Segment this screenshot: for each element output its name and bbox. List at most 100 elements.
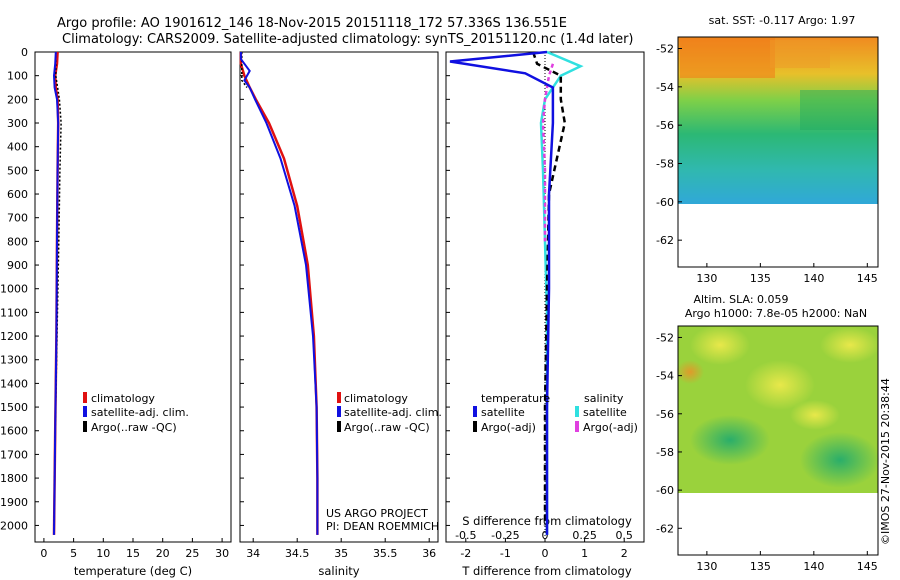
temperature-axis-label: temperature (deg C) xyxy=(74,564,192,578)
map-x-tick-label: 135 xyxy=(750,560,771,573)
series-line-temperature-1 xyxy=(52,51,60,535)
legend-swatch-satellite xyxy=(337,406,341,417)
map-y-tick-label: -56 xyxy=(656,408,674,421)
sla-blob xyxy=(820,327,880,363)
sla-blob xyxy=(690,415,770,465)
map-y-tick-label: -60 xyxy=(656,196,674,209)
map-x-tick-label: 135 xyxy=(750,272,771,285)
sla-title-2: Argo h1000: 7.8e-05 h2000: NaN xyxy=(685,307,867,320)
legend-swatch-t-satellite xyxy=(473,406,477,417)
depth-tick-label: 1800 xyxy=(0,472,28,485)
legend-label-s-argo: Argo(-adj) xyxy=(583,421,638,434)
sst-map xyxy=(677,36,879,268)
x-tick-label: 25 xyxy=(185,547,199,560)
depth-tick-label: 1700 xyxy=(0,448,28,461)
map-x-tick-label: 130 xyxy=(696,560,717,573)
x-tick-label: -2 xyxy=(460,547,471,560)
temperature-legend: climatology satellite-adj. clim. Argo(..… xyxy=(83,392,189,434)
depth-tick-label: 600 xyxy=(7,188,28,201)
sla-blob xyxy=(800,432,880,488)
x-tick-labels: 0 5 10 15 20 25 30 34 34.5 35 35.5 36 -2 -1 0 1 2 -0.5 -0.… xyxy=(40,529,633,560)
map-y-tick-label: -52 xyxy=(656,331,674,344)
map-y-tick-label: -62 xyxy=(656,234,674,247)
legend-swatch-s-satellite xyxy=(575,406,579,417)
sla-blob xyxy=(676,360,704,384)
title-line-2: Climatology: CARS2009. Satellite-adjuste… xyxy=(62,32,634,47)
depth-tick-label: 2000 xyxy=(0,519,28,532)
x-tick-label: 34 xyxy=(246,547,260,560)
sla-blob xyxy=(790,400,840,430)
map-y-tick-label: -52 xyxy=(656,43,674,56)
x2-tick-label: 0.5 xyxy=(615,529,633,542)
depth-tick-label: 0 xyxy=(21,46,28,59)
x-tick-label: 34.5 xyxy=(285,547,310,560)
depth-tick-label: 100 xyxy=(7,70,28,83)
salinity-legend: climatology satellite-adj. clim. Argo(..… xyxy=(337,392,442,434)
x-tick-label: 35 xyxy=(334,547,348,560)
project-line-2: PI: DEAN ROEMMICH xyxy=(326,520,439,533)
project-line-1: US ARGO PROJECT xyxy=(326,507,428,520)
legend-swatch-argo xyxy=(83,421,87,432)
legend-label-t-satellite: satellite xyxy=(481,406,525,419)
depth-tick-label: 1500 xyxy=(0,401,28,414)
x-tick-label: 36 xyxy=(422,547,436,560)
map-y-tick-label: -60 xyxy=(656,484,674,497)
series-line-salinity-1 xyxy=(239,52,319,535)
series-line-difference-3 xyxy=(541,63,555,242)
x-tick-label: 1 xyxy=(581,547,588,560)
difference-axis-label: T difference from climatology xyxy=(461,564,632,578)
legend-swatch-s-argo xyxy=(575,421,579,432)
x-tick-label: 30 xyxy=(215,547,229,560)
sla-land-mask xyxy=(678,493,878,555)
depth-tick-label: 1300 xyxy=(0,354,28,367)
legend-header-temperature: temperature xyxy=(481,392,550,405)
map-x-tick-label: 140 xyxy=(803,560,824,573)
legend-swatch-climatology xyxy=(337,392,341,403)
depth-tick-label: 800 xyxy=(7,235,28,248)
legend-swatch-t-argo xyxy=(473,421,477,432)
series-line-salinity-0 xyxy=(239,52,319,535)
depth-tick-label: 1000 xyxy=(0,283,28,296)
sla-title-1: Altim. SLA: 0.059 xyxy=(693,293,788,306)
map-y-tick-label: -56 xyxy=(656,119,674,132)
map-x-tick-label: 145 xyxy=(857,272,878,285)
sst-map-ticks: 130 135 140 145 -52 -54 -56 -58 -60 -62 xyxy=(656,43,878,286)
sla-blob xyxy=(690,325,750,365)
x-tick-label: 2 xyxy=(621,547,628,560)
map-y-tick-label: -54 xyxy=(656,81,674,94)
series-line-difference-1 xyxy=(531,51,567,526)
depth-tick-label: 1600 xyxy=(0,425,28,438)
sst-map-frame xyxy=(677,36,879,268)
depth-tick-label: 1900 xyxy=(0,496,28,509)
x-tick-label: -1 xyxy=(500,547,511,560)
legend-label-satellite: satellite-adj. clim. xyxy=(344,406,442,419)
legend-label-climatology: climatology xyxy=(344,392,408,405)
depth-tick-label: 1200 xyxy=(0,330,28,343)
x-tick-label: 10 xyxy=(96,547,110,560)
sst-warm-patch-2 xyxy=(770,40,830,68)
sst-title: sat. SST: -0.117 Argo: 1.97 xyxy=(709,14,856,27)
x-tick-label: 0 xyxy=(40,547,47,560)
legend-swatch-climatology xyxy=(83,392,87,403)
map-x-tick-label: 140 xyxy=(803,272,824,285)
salinity-panel-frame xyxy=(239,51,439,543)
series-lines xyxy=(52,50,584,535)
depth-tick-label: 1400 xyxy=(0,377,28,390)
map-x-tick-label: 145 xyxy=(857,560,878,573)
x2-tick-label: -0.5 xyxy=(455,529,476,542)
tick-marks xyxy=(35,51,625,542)
depth-tick-label: 1100 xyxy=(0,306,28,319)
legend-label-satellite: satellite-adj. clim. xyxy=(91,406,189,419)
x2-tick-label: 0 xyxy=(542,529,549,542)
map-y-tick-label: -62 xyxy=(656,522,674,535)
legend-label-argo: Argo(..raw -QC) xyxy=(344,421,430,434)
sla-map-frame xyxy=(677,325,879,556)
sst-green-patch xyxy=(800,90,878,130)
legend-swatch-argo xyxy=(337,421,341,432)
legend-label-argo: Argo(..raw -QC) xyxy=(91,421,177,434)
legend-header-salinity: salinity xyxy=(584,392,624,405)
map-y-tick-label: -54 xyxy=(656,370,674,383)
map-y-tick-label: -58 xyxy=(656,446,674,459)
x-tick-label: 0 xyxy=(542,547,549,560)
